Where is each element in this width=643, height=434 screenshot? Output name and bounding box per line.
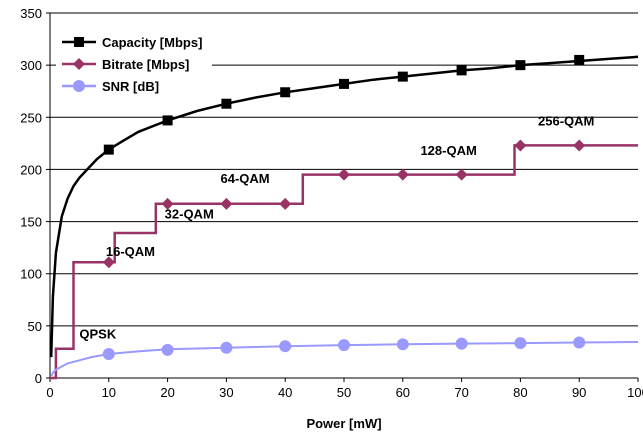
series-1-point [162, 115, 173, 126]
y-tick-label: 0 [35, 371, 42, 386]
y-tick-label: 50 [28, 319, 42, 334]
x-tick-label: 40 [278, 385, 292, 400]
legend-label: Capacity [Mbps] [102, 35, 202, 50]
series-group [49, 54, 639, 380]
modulation-label: 256-QAM [538, 114, 594, 129]
series-3-point [161, 343, 174, 356]
series-1-point [397, 71, 408, 82]
series-2-point [396, 168, 409, 181]
series-1-point [515, 60, 526, 71]
x-axis-title: Power [mW] [306, 416, 381, 431]
y-tick-label: 200 [20, 162, 42, 177]
modulation-label: 16-QAM [106, 244, 155, 259]
series-1-point [280, 87, 291, 98]
y-tick-label: 250 [20, 110, 42, 125]
legend-swatch-marker [73, 80, 85, 92]
annotations: QPSK 16-QAM 32-QAM 64-QAM 128-QAM 256-QAM [79, 114, 594, 342]
x-tick-label: 30 [219, 385, 233, 400]
series-3-point [514, 337, 527, 350]
legend-swatch-marker [73, 58, 85, 70]
y-tick-label: 150 [20, 215, 42, 230]
y-tick-label: 350 [20, 6, 42, 21]
series-1-point [456, 65, 467, 76]
x-tick-label: 0 [46, 385, 53, 400]
series-3-point [338, 339, 350, 352]
modulation-label: 32-QAM [165, 206, 214, 221]
legend: Capacity [Mbps] Bitrate [Mbps] SNR [dB] [56, 27, 212, 103]
x-tick-label: 70 [454, 385, 468, 400]
x-tick-label: 100 [627, 385, 643, 400]
y-tick-label: 100 [20, 267, 42, 282]
modulation-label: 128-QAM [420, 143, 476, 158]
series-1-point [103, 144, 114, 155]
series-2-point [102, 256, 115, 269]
series-3-point [455, 337, 468, 350]
x-tick-label: 20 [160, 385, 174, 400]
series-line-3 [50, 341, 639, 377]
series-2-point [573, 139, 586, 152]
modulation-label: 64-QAM [221, 171, 270, 186]
series-3-point [279, 340, 292, 353]
legend-label: Bitrate [Mbps] [102, 57, 189, 72]
series-1-point [221, 98, 232, 109]
series-2-point [279, 197, 292, 210]
x-tick-label: 10 [102, 385, 116, 400]
series-2-point [455, 168, 468, 181]
series-3-point [573, 336, 586, 349]
series-2-point [220, 197, 233, 210]
x-tick-label: 60 [396, 385, 410, 400]
y-tick-label: 300 [20, 58, 42, 73]
legend-swatch-marker [74, 37, 84, 47]
series-3-point [102, 348, 115, 361]
series-3-point [396, 338, 409, 351]
axes: 0 50 100 150 200 250 300 350 0 10 20 30 40 50 60 70 80 90… [20, 6, 643, 400]
x-tick-label: 90 [572, 385, 586, 400]
series-3-point [220, 341, 233, 354]
modulation-label: QPSK [79, 326, 116, 341]
series-2-point [338, 168, 350, 181]
x-tick-label: 50 [337, 385, 351, 400]
series-1-point [339, 78, 349, 89]
series-1-point [574, 54, 585, 65]
series-line-2 [50, 144, 638, 380]
legend-label: SNR [dB] [102, 79, 159, 94]
x-tick-label: 80 [513, 385, 527, 400]
series-2-point [161, 197, 174, 210]
series-2-point [514, 139, 527, 152]
